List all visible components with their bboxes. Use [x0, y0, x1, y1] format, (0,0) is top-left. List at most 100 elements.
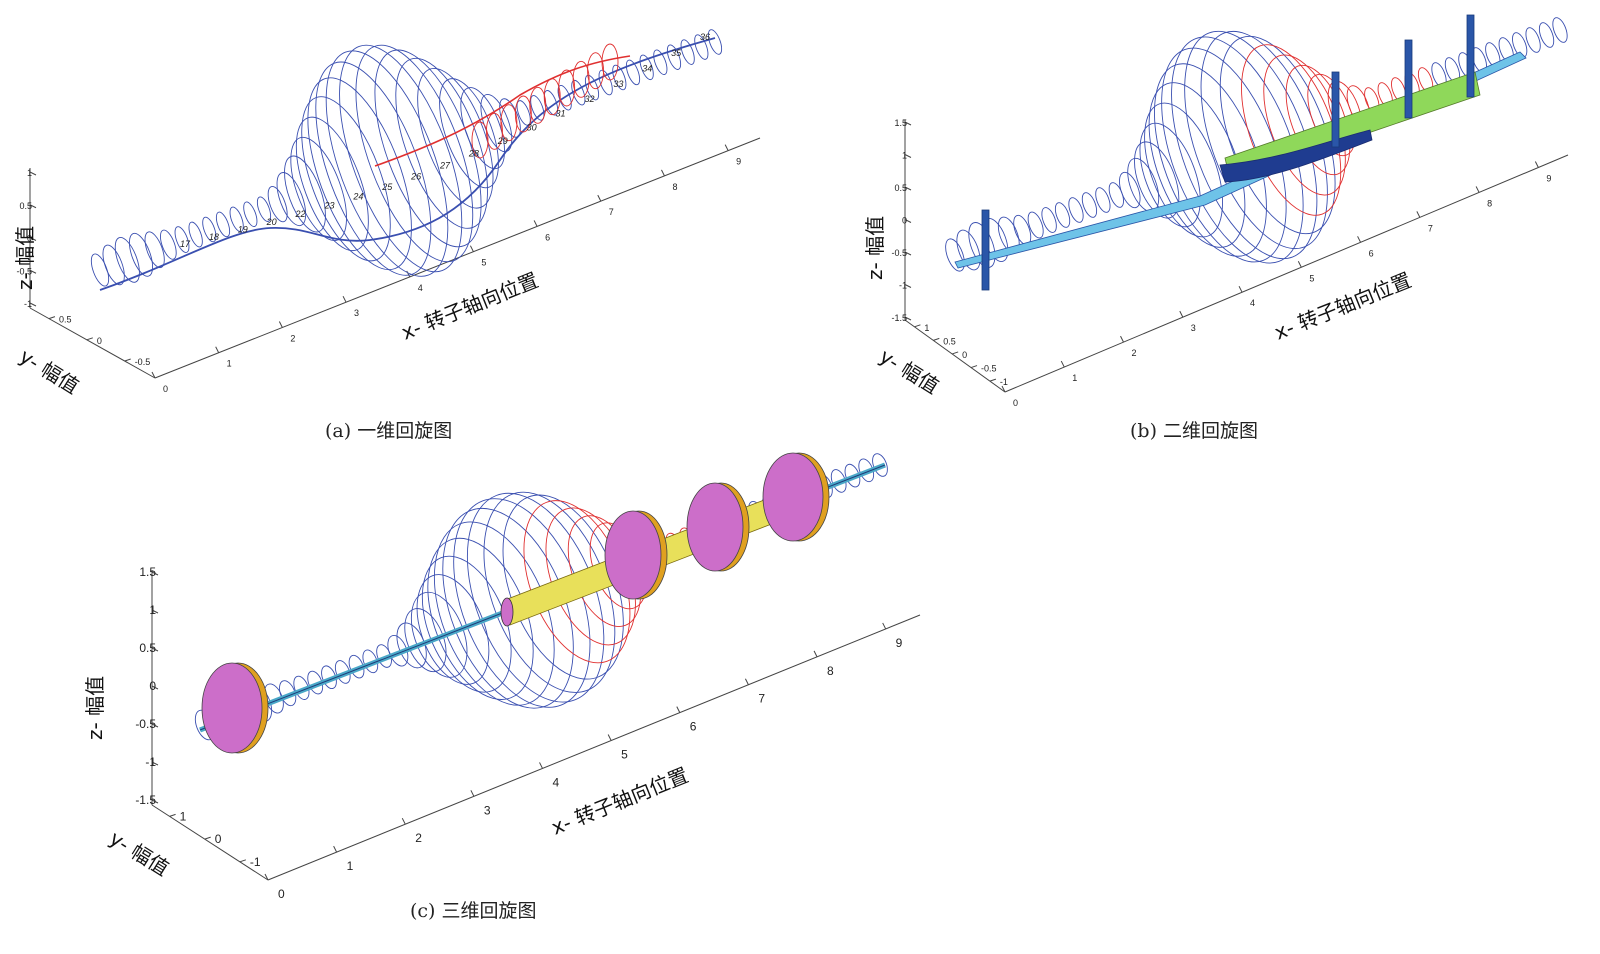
deflection-curve-red — [374, 55, 631, 167]
x-tick-mark — [813, 650, 818, 658]
x-tick-label: 2 — [290, 333, 295, 343]
y-tick-mark — [239, 859, 247, 863]
whirl-orbit — [1161, 47, 1287, 263]
y-tick-label: 0.5 — [59, 315, 72, 325]
y-tick-label: 1 — [924, 323, 929, 333]
panel-a-whirl-orbits — [90, 29, 723, 291]
whirl-orbit — [1068, 197, 1084, 223]
whirl-orbit — [325, 50, 449, 277]
whirl-orbit — [160, 229, 177, 260]
z-tick-mark — [151, 799, 159, 804]
x-tick-label: 1 — [1072, 373, 1077, 383]
x-tick-label: 0 — [163, 384, 168, 394]
whirl-orbit — [188, 221, 203, 248]
z-tick-label: -1 — [899, 281, 907, 291]
whirl-orbit — [968, 222, 996, 268]
z-tick-mark — [151, 647, 159, 652]
node-label: 26 — [410, 172, 421, 182]
x-tick-mark — [1357, 236, 1362, 243]
whirl-orbit — [315, 61, 432, 276]
x-tick-mark — [1060, 360, 1065, 368]
whirl-orbit — [439, 78, 499, 189]
z-tick-mark — [904, 316, 912, 321]
panel-b-x-axis — [1004, 154, 1569, 393]
x-tick-mark — [724, 144, 729, 151]
panel-c-rotor-3d — [199, 452, 886, 754]
whirl-orbit — [307, 77, 412, 271]
node-label: 35 — [671, 48, 682, 58]
whirl-orbit — [387, 634, 409, 667]
y-tick-label: -0.5 — [135, 357, 151, 367]
node-label: 19 — [238, 225, 248, 235]
z-tick-mark — [904, 154, 912, 158]
panel-a-y-axis — [29, 307, 156, 379]
x-tick-mark — [469, 245, 474, 252]
whirl-orbit — [144, 231, 165, 269]
node-label: 25 — [381, 182, 393, 192]
z-tick-mark — [151, 761, 159, 766]
x-tick-mark — [539, 762, 543, 769]
x-tick-mark — [333, 845, 338, 853]
whirl-orbit — [174, 226, 190, 253]
x-tick-label: 4 — [553, 775, 560, 789]
whirl-orbit — [102, 244, 125, 286]
whirl-orbit — [307, 670, 324, 695]
whirl-orbit — [1241, 44, 1342, 216]
z-tick-label: -1.5 — [135, 793, 156, 807]
panel-a-z-axis-label: z- 幅值 — [13, 226, 37, 290]
deflection-curve-blue — [99, 37, 716, 291]
disk-plate — [1331, 71, 1340, 148]
whirl-orbit — [348, 654, 365, 679]
whirl-orbit-red — [572, 60, 590, 98]
x-tick-mark — [470, 790, 475, 797]
x-tick-label: 7 — [609, 207, 614, 217]
whirl-orbit — [625, 59, 641, 86]
disk-plate — [981, 209, 990, 291]
z-tick-mark — [29, 237, 37, 241]
whirl-orbit — [279, 680, 297, 707]
x-tick-mark — [401, 817, 406, 825]
x-tick-label: 9 — [896, 636, 903, 650]
panel-b-caption: (b) 二维回旋图 — [1130, 420, 1258, 442]
whirl-orbit — [1027, 211, 1044, 239]
node-label: 22 — [295, 209, 306, 219]
x-tick-mark — [676, 706, 681, 713]
whirl-orbit — [1041, 207, 1057, 233]
node-label: 28 — [468, 149, 479, 159]
panel-c-x-axis-label: x- 转子轴向位置 — [548, 763, 692, 840]
node-label: 32 — [584, 94, 594, 104]
x-tick-mark — [661, 169, 665, 177]
whirl-orbit — [1171, 36, 1304, 264]
z-tick-mark — [29, 302, 37, 307]
z-tick-label: 0.5 — [19, 201, 32, 211]
whirl-orbit — [202, 216, 217, 243]
whirl-orbit — [321, 665, 337, 690]
whirl-orbit — [1134, 141, 1180, 219]
whirl-orbit-red — [587, 52, 605, 90]
panel-a-y-ticks: 0.5 0 -0.5 — [48, 315, 151, 367]
x-tick-mark — [215, 346, 220, 353]
x-tick-label: 8 — [827, 664, 834, 678]
node-label: 31 — [556, 109, 566, 119]
disk-face — [604, 510, 662, 600]
z-tick-label: -1 — [145, 755, 156, 769]
x-tick-mark — [278, 321, 283, 328]
node-label: 27 — [439, 161, 451, 171]
y-tick-label: -1 — [250, 855, 261, 869]
x-tick-label: 6 — [1369, 248, 1374, 258]
whirl-orbit — [276, 172, 307, 227]
whirl-orbit — [1538, 22, 1555, 48]
whirl-orbit — [1095, 187, 1111, 213]
whirl-orbit — [1184, 30, 1318, 260]
x-tick-label: 2 — [1132, 348, 1137, 358]
y-tick-label: 0 — [97, 336, 102, 346]
panel-a-node-labels: 17 18 19 20 22 23 24 25 26 27 28 29 30 31 32 33 34 35 36 — [180, 32, 710, 249]
whirl-orbit — [680, 39, 695, 65]
y-tick-mark — [204, 836, 211, 840]
panel-c-y-axis-label: y- 幅值 — [105, 826, 173, 881]
z-tick-label: 0 — [27, 234, 32, 244]
x-tick-label: 5 — [481, 258, 486, 268]
